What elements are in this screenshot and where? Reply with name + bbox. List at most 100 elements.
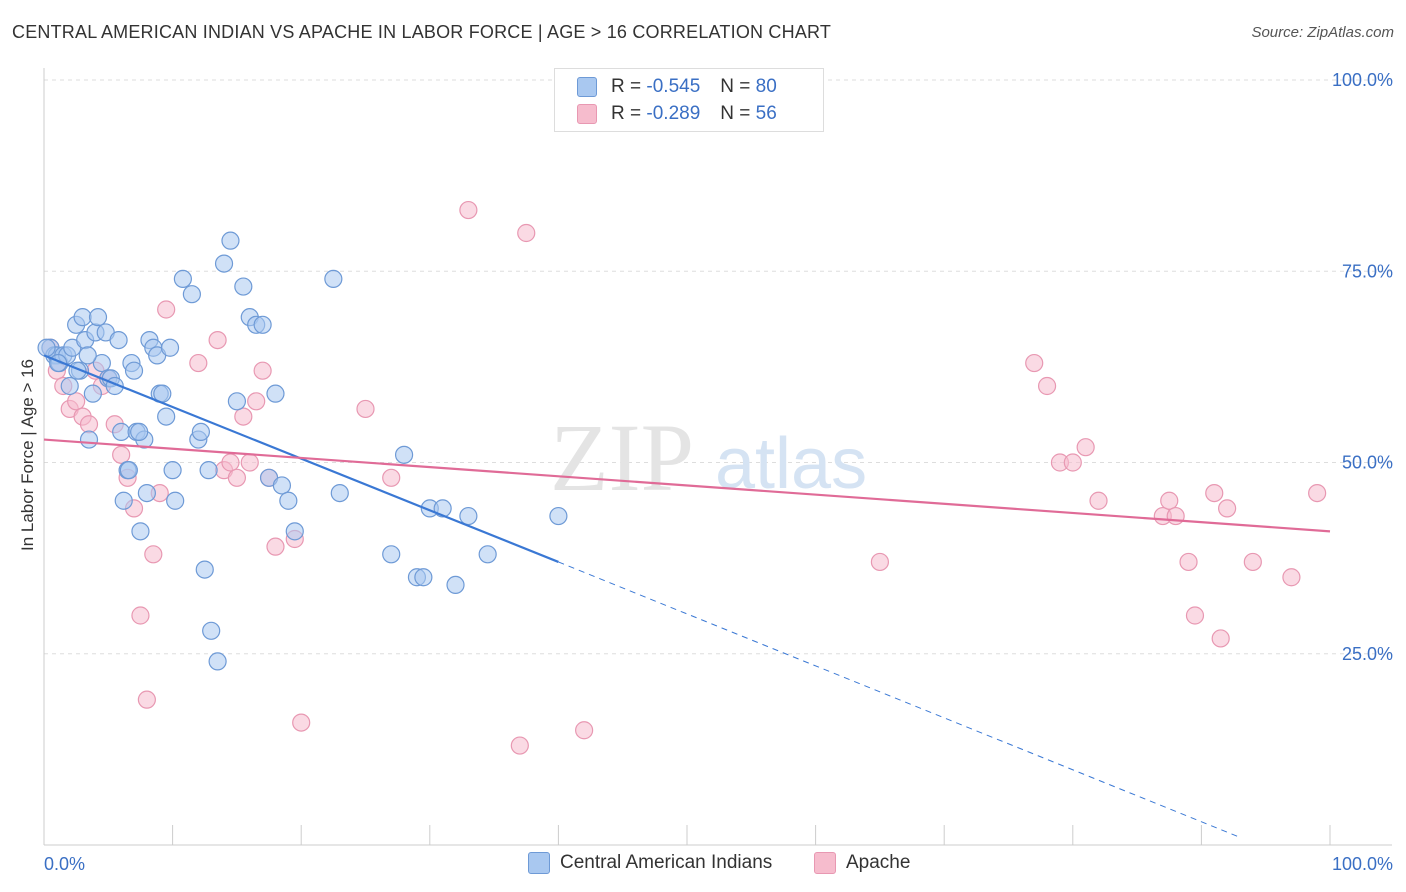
central-american-indian-point (272, 476, 292, 495)
apache-point (227, 468, 246, 487)
central-american-indian-point (37, 338, 56, 357)
bottom-legend-central-american-indians: Central American Indians (528, 852, 772, 874)
central-american-indian-point (459, 506, 478, 526)
central-american-indian-point (208, 652, 227, 671)
apache-point (131, 606, 150, 625)
central-american-indian-point (182, 285, 201, 304)
watermark: ZIP atlas (550, 404, 867, 511)
apache-point (1218, 499, 1237, 518)
y-axis-label: In Labor Force | Age > 16 (18, 358, 37, 552)
central-american-indian-point (73, 308, 92, 327)
source-label: Source: ZipAtlas.com (1251, 24, 1394, 41)
central-american-indian-point (124, 361, 144, 380)
legend-n-label: N = (720, 76, 751, 97)
central-american-indian-point (60, 376, 79, 396)
bottom-legend-label: Apache (846, 852, 911, 873)
apache-point (1243, 552, 1262, 572)
central-american-indian-point (160, 338, 180, 357)
central-american-indian-point (253, 315, 272, 334)
central-american-indian-point (166, 491, 185, 510)
apache-point (112, 445, 131, 464)
apache-point (1063, 453, 1082, 472)
x-tick-label-right: 100.0% (1332, 854, 1393, 874)
central-american-indian-point (119, 461, 138, 480)
central-american-indian-point (214, 254, 234, 273)
apache-point (1185, 606, 1205, 625)
chart-title: CENTRAL AMERICAN INDIAN VS APACHE IN LAB… (12, 22, 832, 42)
legend-row-central-american-indians: R = -0.545 N = 80 (577, 75, 777, 99)
bottom-legend-swatch-pink (814, 852, 836, 874)
y-tick-label: 75.0% (1342, 261, 1393, 281)
apache-point (1308, 484, 1327, 503)
central-american-indian-point (394, 445, 414, 464)
central-american-indian-point (109, 331, 128, 350)
apache-point (459, 200, 478, 220)
apache-point (144, 545, 163, 564)
legend-r-value: -0.545 (646, 76, 701, 97)
apache-point (247, 392, 266, 411)
apache-point (870, 552, 890, 572)
apache-point (575, 721, 594, 740)
legend-r-value: -0.289 (646, 103, 701, 124)
trend-lines (43, 354, 1331, 838)
apache-point (208, 331, 227, 350)
apache-point (1025, 353, 1044, 373)
central-american-indian-point (199, 461, 218, 480)
central-american-indian-point (79, 430, 99, 449)
central-american-indian-point (227, 392, 246, 411)
central-american-indian-point (195, 560, 214, 579)
central-american-indian-point (414, 568, 433, 587)
apache-point (253, 361, 272, 380)
central-american-indian-point (137, 484, 156, 503)
central-american-indian-point (549, 506, 568, 526)
axes (43, 68, 1392, 846)
bottom-legend-swatch-blue (528, 852, 550, 874)
central-american-indian-point (221, 231, 240, 250)
watermark-atlas: atlas (715, 424, 867, 504)
legend-n-value: 80 (755, 76, 777, 97)
bottom-legend-apache: Apache (814, 852, 910, 874)
central-american-indian-point (382, 545, 401, 564)
central-american-indian-trend-extension (558, 561, 1241, 838)
apache-point (510, 736, 529, 755)
y-tick-label: 25.0% (1342, 644, 1393, 664)
correlation-legend: R = -0.545 N = 80 R = -0.289 N = 56 (554, 68, 824, 132)
legend-r-label: R = (611, 103, 642, 124)
central-american-indian-point (191, 422, 210, 441)
central-american-indian-point (157, 407, 176, 426)
apache-point (137, 690, 156, 709)
apache-point (356, 399, 375, 419)
apache-point (1160, 491, 1179, 510)
apache-point (221, 453, 240, 472)
central-american-indian-point (78, 346, 97, 365)
apache-point (1282, 568, 1301, 587)
central-american-indian-point (478, 545, 497, 564)
legend-row-apache: R = -0.289 N = 56 (577, 102, 777, 126)
central-american-indian-point (324, 269, 343, 288)
apache-point (189, 353, 208, 373)
apache-point (79, 415, 99, 434)
legend-r-label: R = (611, 76, 642, 97)
watermark-zip: ZIP (550, 404, 694, 511)
y-tick-label: 50.0% (1342, 453, 1393, 473)
apache-point (1211, 629, 1230, 648)
apache-point (67, 392, 86, 411)
tick-labels: 25.0% 50.0% 75.0% 100.0% 0.0% 100.0% (44, 70, 1393, 874)
apache-point (266, 537, 285, 556)
apache-point (1037, 376, 1057, 396)
central-american-indian-point (163, 461, 182, 480)
central-american-indian-point (279, 491, 298, 510)
apache-point (1089, 491, 1108, 510)
legend-swatch-pink (577, 104, 597, 124)
apache-point (517, 223, 536, 243)
legend-n-value: 56 (755, 103, 777, 124)
apache-point (234, 407, 253, 426)
central-american-indian-point (114, 491, 133, 510)
central-american-indian-point (131, 522, 150, 541)
central-american-indian-point (173, 269, 192, 288)
y-tick-label: 100.0% (1332, 70, 1393, 90)
x-tick-label-left: 0.0% (44, 854, 85, 874)
apache-point (1076, 438, 1095, 457)
central-american-indian-point (112, 422, 131, 441)
